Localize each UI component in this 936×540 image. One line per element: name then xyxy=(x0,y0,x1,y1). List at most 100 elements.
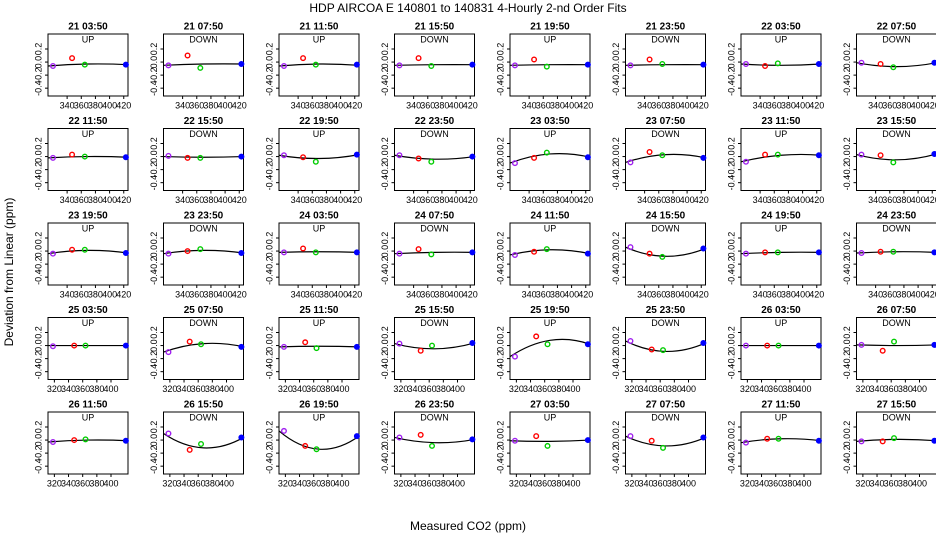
panel-subtitle: DOWN xyxy=(420,129,449,139)
y-tick-label: -0.4 xyxy=(726,458,736,474)
data-point xyxy=(71,437,78,444)
y-tick-label: -0.2 xyxy=(495,445,505,461)
plot-frame xyxy=(394,317,475,380)
plot-frame xyxy=(47,317,129,380)
x-tick-label: 420 xyxy=(232,195,247,205)
data-point xyxy=(302,442,309,449)
data-point xyxy=(764,435,771,442)
data-point xyxy=(280,427,287,434)
data-point xyxy=(890,64,897,71)
y-tick-label: -0.2 xyxy=(842,351,852,367)
plot-frame xyxy=(856,222,936,286)
data-point xyxy=(417,431,424,438)
data-point xyxy=(858,59,865,66)
y-tick-label: -0.2 xyxy=(149,162,159,178)
y-tick-label: 0.2 xyxy=(726,232,736,245)
data-point xyxy=(877,152,884,159)
x-tick-label: 380 xyxy=(434,289,449,299)
plot-frame xyxy=(394,128,475,191)
x-tick-label: 340 xyxy=(754,478,769,488)
data-point xyxy=(415,246,422,253)
data-point xyxy=(353,151,360,158)
x-tick-label: 360 xyxy=(882,289,897,299)
data-point xyxy=(71,342,78,349)
data-point xyxy=(890,159,897,166)
x-tick-label: 420 xyxy=(925,289,936,299)
data-point xyxy=(469,436,476,443)
data-point xyxy=(659,61,666,68)
x-tick-label: 400 xyxy=(565,478,580,488)
y-tick-label: -0.4 xyxy=(495,364,505,380)
panel-subtitle: UP xyxy=(775,318,788,328)
data-point xyxy=(469,249,476,256)
data-point xyxy=(648,346,655,353)
data-point xyxy=(762,249,769,256)
panel-subtitle: DOWN xyxy=(420,223,449,233)
panel-subtitle: DOWN xyxy=(189,34,218,44)
y-tick-label: 0.0 xyxy=(33,434,43,447)
x-tick-label: 360 xyxy=(191,384,206,394)
panel-title: 22 03:50 xyxy=(761,22,801,33)
data-point xyxy=(313,446,320,453)
x-tick-label: 360 xyxy=(537,478,552,488)
panel-subtitle: DOWN xyxy=(651,318,680,328)
y-tick-label: 0.2 xyxy=(611,137,621,150)
data-point xyxy=(815,342,822,349)
x-tick-label: 360 xyxy=(651,100,666,110)
plot-frame xyxy=(163,411,244,475)
data-point xyxy=(764,342,771,349)
data-point xyxy=(280,249,287,256)
y-tick-label: 0.0 xyxy=(149,56,159,69)
panel-title: 25 15:50 xyxy=(415,305,455,316)
x-tick-label: 320 xyxy=(855,384,870,394)
data-point xyxy=(815,249,822,256)
data-point xyxy=(627,433,634,440)
y-tick-label: -0.4 xyxy=(842,269,852,285)
y-tick-label: 0.0 xyxy=(726,150,736,163)
plot-frame xyxy=(856,128,936,191)
x-tick-label: 360 xyxy=(651,289,666,299)
x-tick-label: 380 xyxy=(436,384,451,394)
y-tick-label: -0.2 xyxy=(264,162,274,178)
plot-frame xyxy=(278,128,360,191)
data-point xyxy=(533,333,540,340)
x-tick-label: 360 xyxy=(768,384,783,394)
panel-title: 25 07:50 xyxy=(184,305,224,316)
y-tick-label: 0.0 xyxy=(264,150,274,163)
data-point xyxy=(531,56,538,63)
y-tick-label: 0.2 xyxy=(611,326,621,339)
y-tick-label: -0.2 xyxy=(842,445,852,461)
x-tick-label: 400 xyxy=(103,478,118,488)
x-tick-label: 360 xyxy=(882,100,897,110)
y-tick-label: 0.2 xyxy=(264,137,274,150)
fit-curve xyxy=(625,246,706,257)
plot-frame xyxy=(509,317,591,380)
y-tick-label: 0.2 xyxy=(611,232,621,245)
y-tick-label: -0.4 xyxy=(611,364,621,380)
data-point xyxy=(184,52,191,59)
data-point xyxy=(700,434,707,441)
x-tick-label: 340 xyxy=(292,478,307,488)
x-tick-label: 380 xyxy=(550,195,565,205)
data-point xyxy=(81,61,88,68)
y-tick-label: -0.2 xyxy=(842,67,852,83)
plot-frame xyxy=(394,411,475,475)
data-point xyxy=(238,343,245,350)
x-tick-label: 360 xyxy=(420,100,435,110)
panel-title: 24 03:50 xyxy=(299,211,339,222)
data-point xyxy=(879,438,886,445)
y-tick-label: -0.4 xyxy=(611,175,621,191)
y-tick-label: -0.2 xyxy=(380,256,390,272)
y-tick-label: -0.4 xyxy=(264,175,274,191)
x-tick-label: 340 xyxy=(408,384,423,394)
x-tick-label: 360 xyxy=(536,100,551,110)
data-point xyxy=(415,155,422,162)
data-point xyxy=(858,341,865,348)
x-tick-label: 400 xyxy=(334,478,349,488)
data-point xyxy=(69,246,76,253)
x-tick-label: 340 xyxy=(292,384,307,394)
plot-frame xyxy=(856,317,936,380)
data-point xyxy=(660,347,667,354)
fit-curve xyxy=(625,63,706,66)
fit-curve xyxy=(856,62,936,68)
